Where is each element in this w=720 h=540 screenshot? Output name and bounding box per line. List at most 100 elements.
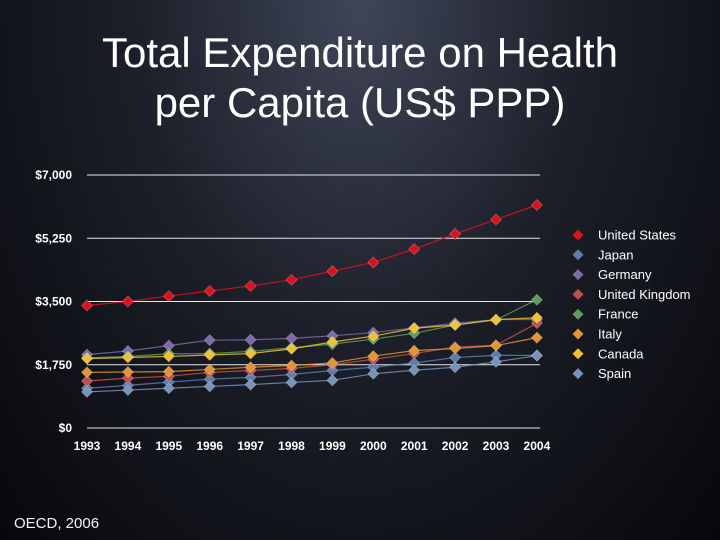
data-point: [367, 256, 380, 269]
data-point: [367, 330, 380, 343]
y-tick-label: $7,000: [35, 168, 72, 182]
legend-item: Germany: [572, 267, 652, 282]
series-france: [81, 293, 543, 364]
source-note: OECD, 2006: [14, 515, 100, 532]
data-point: [162, 350, 175, 363]
data-point: [449, 227, 462, 240]
data-point: [244, 361, 257, 374]
series-italy: [81, 331, 543, 379]
x-tick-label: 2004: [524, 439, 551, 453]
legend-marker: [572, 368, 584, 380]
x-tick-label: 2001: [401, 439, 428, 453]
data-point: [203, 285, 216, 297]
series-canada: [81, 311, 543, 365]
data-point: [81, 352, 93, 365]
data-point: [285, 342, 298, 355]
x-tick-label: 1996: [196, 439, 223, 453]
x-tick-label: 1999: [319, 439, 346, 453]
legend-item: France: [572, 307, 638, 322]
legend-item: Italy: [572, 327, 622, 342]
data-point: [81, 299, 93, 312]
data-point: [203, 363, 216, 376]
data-point: [162, 382, 175, 395]
series-line: [86, 318, 537, 356]
legend: United States Japan Germany United Kingdom F…: [572, 228, 691, 381]
data-point: [121, 366, 134, 378]
data-point: [449, 361, 462, 374]
y-tick-label: $1,750: [35, 358, 72, 372]
data-point: [530, 293, 543, 306]
series-line: [86, 317, 537, 360]
series-spain: [81, 349, 543, 398]
legend-marker: [572, 348, 584, 360]
legend-label: Canada: [598, 346, 644, 361]
series-line: [86, 355, 537, 393]
data-point: [449, 342, 462, 355]
series-line: [86, 204, 538, 307]
legend-item: Spain: [572, 366, 631, 381]
x-tick-label: 1994: [115, 439, 142, 453]
slide-title-line-1: Total Expenditure on Health: [102, 29, 618, 76]
data-point: [490, 355, 502, 368]
data-point: [81, 385, 93, 398]
x-tick-label: 1998: [278, 439, 305, 453]
data-point: [530, 311, 543, 324]
legend-label: Spain: [598, 366, 631, 381]
legend-item: United Kingdom: [572, 287, 691, 302]
data-point: [449, 319, 462, 331]
data-point: [203, 334, 216, 347]
data-point: [285, 376, 298, 389]
gridlines: [87, 174, 540, 429]
y-tick-label: $0: [59, 421, 73, 435]
data-point: [244, 347, 257, 360]
data-point: [367, 350, 380, 362]
x-tick-label: 2002: [442, 439, 469, 453]
data-point: [203, 380, 216, 393]
data-point: [530, 199, 543, 211]
data-point: [490, 339, 502, 352]
x-tick-label: 2003: [483, 439, 510, 453]
x-tick-label: 2000: [360, 439, 387, 453]
data-point: [326, 265, 339, 278]
x-tick-label: 1997: [237, 439, 264, 453]
legend-marker: [572, 288, 584, 300]
data-point: [367, 367, 380, 380]
data-point: [490, 313, 502, 326]
data-point: [326, 357, 339, 369]
data-point: [408, 364, 421, 377]
legend-marker: [572, 229, 584, 241]
data-point: [162, 365, 175, 378]
data-point: [326, 336, 339, 348]
slide-title-line-2: per Capita (US$ PPP): [154, 79, 566, 126]
legend-marker: [572, 269, 584, 281]
data-point: [121, 351, 134, 364]
data-point: [408, 243, 421, 256]
legend-label: France: [598, 307, 638, 322]
legend-marker: [572, 249, 584, 261]
data-point: [81, 366, 93, 379]
legend-label: United States: [598, 228, 677, 243]
series-united-kingdom: [81, 317, 543, 387]
data-point: [490, 213, 502, 226]
data-point: [162, 290, 175, 303]
data-point: [530, 331, 543, 344]
series-line: [86, 354, 537, 389]
series-line: [86, 337, 538, 373]
data-point: [121, 372, 134, 385]
slide-title: Total Expenditure on Health per Capita (…: [0, 28, 720, 128]
legend-item: United States: [572, 228, 677, 243]
x-tick-label: 1995: [155, 439, 182, 453]
legend-item: Canada: [572, 346, 644, 361]
series-line: [86, 322, 538, 382]
legend-label: Italy: [598, 327, 622, 342]
legend-item: Japan: [572, 247, 633, 262]
data-point: [408, 322, 421, 335]
series-lines: [81, 199, 543, 398]
series-line: [86, 299, 538, 359]
legend-marker: [572, 308, 584, 320]
y-tick-label: $3,500: [35, 295, 72, 309]
legend-label: Japan: [598, 247, 633, 262]
y-tick-label: $5,250: [35, 231, 72, 245]
data-point: [244, 280, 257, 292]
